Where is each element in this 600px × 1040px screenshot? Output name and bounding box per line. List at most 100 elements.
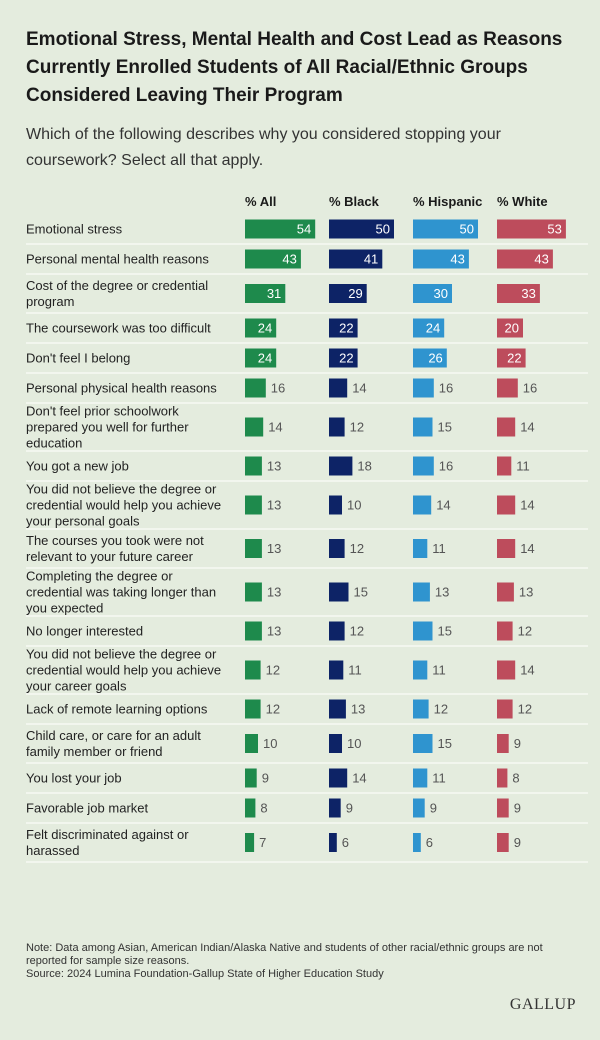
data-label: 24 (426, 321, 440, 336)
bar (245, 582, 262, 602)
data-label: 6 (342, 835, 349, 850)
bar (497, 699, 513, 719)
data-label: 41 (364, 252, 378, 267)
data-label: 8 (512, 771, 519, 786)
data-label: 12 (518, 624, 532, 639)
data-label: 22 (339, 351, 353, 366)
category-label: You did not believe the degree or credent… (26, 482, 221, 529)
bar (497, 833, 509, 852)
data-label: 24 (258, 321, 272, 336)
data-label: 9 (262, 771, 269, 786)
bar (329, 417, 345, 437)
data-label: 11 (432, 541, 446, 556)
bar (497, 798, 509, 818)
data-label: 13 (267, 541, 281, 556)
bar (245, 417, 264, 437)
data-label: 9 (430, 801, 437, 816)
data-label: 11 (432, 663, 446, 678)
bar (329, 456, 353, 476)
category-label: Felt discriminated against or harassed (26, 827, 189, 858)
bar (329, 621, 345, 641)
bar (413, 798, 425, 818)
bar (245, 768, 257, 788)
bar (413, 249, 469, 269)
bar (413, 417, 433, 437)
data-label: 13 (435, 585, 449, 600)
data-label: 54 (297, 222, 311, 237)
data-label: 11 (348, 663, 362, 678)
bar (245, 660, 261, 680)
data-label: 9 (346, 801, 353, 816)
bar (497, 539, 516, 558)
bar (413, 768, 428, 788)
bar (413, 219, 478, 239)
bar (245, 348, 277, 368)
bar (497, 734, 509, 753)
bar (245, 249, 301, 269)
bar (497, 249, 553, 269)
bar (329, 249, 383, 269)
bar (329, 318, 358, 338)
bar (245, 495, 262, 515)
bar (413, 348, 447, 368)
bar (413, 318, 445, 338)
bar (329, 219, 394, 239)
bar (413, 284, 452, 303)
series-header: % Black (329, 194, 380, 209)
data-label: 12 (350, 420, 364, 435)
bar (245, 284, 286, 303)
data-label: 15 (354, 585, 368, 600)
data-label: 29 (348, 286, 362, 301)
category-label: Favorable job market (26, 801, 148, 816)
data-label: 24 (258, 351, 272, 366)
category-label: Don't feel I belong (26, 351, 130, 366)
category-label: The coursework was too difficult (26, 321, 211, 336)
category-label: Personal mental health reasons (26, 252, 209, 267)
footnote-note: Note: Data among Asian, American Indian/… (26, 942, 543, 967)
data-label: 9 (514, 801, 521, 816)
data-label: 9 (514, 736, 521, 751)
bar (497, 456, 512, 476)
bar (329, 768, 348, 788)
data-label: 22 (339, 321, 353, 336)
category-label: Personal physical health reasons (26, 381, 217, 396)
data-label: 43 (282, 252, 296, 267)
bar (329, 699, 346, 719)
data-label: 10 (263, 736, 277, 751)
bar (245, 219, 316, 239)
bar (413, 456, 434, 476)
data-label: 12 (434, 702, 448, 717)
bar (245, 833, 255, 852)
bar (413, 378, 434, 398)
data-label: 6 (426, 835, 433, 850)
category-label: Completing the degree or credential was t… (26, 569, 216, 616)
bar (329, 378, 348, 398)
category-label: Emotional stress (26, 222, 123, 237)
chart-subtitle: Which of the following describes why you… (26, 126, 501, 169)
bar (497, 582, 514, 602)
data-label: 50 (376, 222, 390, 237)
data-label: 12 (518, 702, 532, 717)
bar (329, 660, 344, 680)
chart-title: Emotional Stress, Mental Health and Cost… (26, 29, 563, 106)
category-label: No longer interested (26, 624, 143, 639)
bar (245, 378, 266, 398)
bar (497, 219, 566, 239)
data-label: 43 (450, 252, 464, 267)
data-label: 10 (347, 498, 361, 513)
category-label: The courses you took were not relevant to… (26, 533, 204, 564)
bar (497, 660, 516, 680)
bar (497, 378, 518, 398)
series-header: % All (245, 194, 276, 209)
bar (329, 582, 349, 602)
bar (497, 621, 513, 641)
bar (497, 348, 526, 368)
data-label: 15 (438, 736, 452, 751)
bar (245, 798, 256, 818)
category-label: Don't feel prior schoolwork prepared you … (26, 404, 189, 451)
bar (413, 539, 428, 558)
footnote-source: Source: 2024 Lumina Foundation-Gallup St… (26, 968, 384, 980)
bar (329, 495, 342, 515)
bar (245, 539, 262, 558)
bar (413, 699, 429, 719)
